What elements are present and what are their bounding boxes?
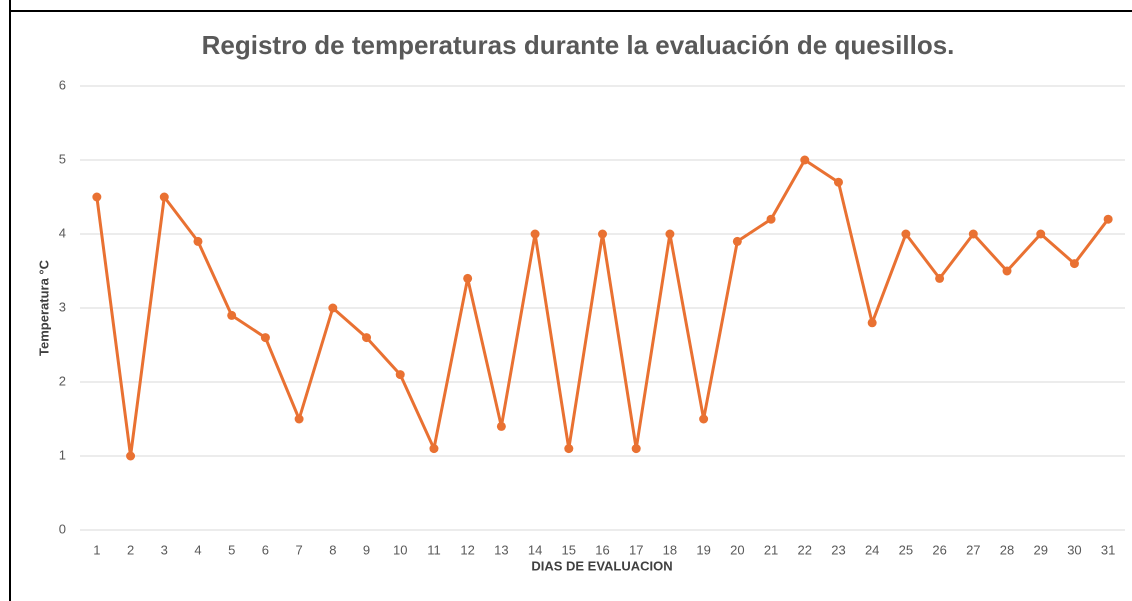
x-tick-label: 4 bbox=[194, 542, 201, 557]
y-tick-label: 6 bbox=[59, 77, 66, 92]
x-tick-label: 16 bbox=[595, 542, 609, 557]
x-tick-label: 11 bbox=[427, 542, 441, 557]
data-point bbox=[429, 444, 439, 454]
x-tick-label: 5 bbox=[228, 542, 235, 557]
data-point bbox=[530, 229, 540, 239]
y-axis-label: Temperatura °C bbox=[36, 259, 51, 356]
y-tick-label: 2 bbox=[59, 373, 66, 388]
x-tick-label: 30 bbox=[1067, 542, 1081, 557]
data-point bbox=[362, 333, 372, 343]
data-point bbox=[766, 214, 776, 224]
data-point bbox=[598, 229, 607, 239]
x-tick-label: 25 bbox=[899, 542, 913, 557]
x-tick-label: 26 bbox=[932, 542, 946, 557]
x-tick-label: 23 bbox=[831, 542, 845, 557]
y-tick-label: 4 bbox=[59, 225, 66, 240]
data-point bbox=[631, 444, 641, 454]
data-point bbox=[833, 177, 843, 187]
x-tick-label: 7 bbox=[295, 542, 302, 557]
y-tick-label: 3 bbox=[59, 299, 66, 314]
chart-title: Registro de temperaturas durante la eval… bbox=[202, 30, 955, 60]
data-point bbox=[800, 155, 810, 165]
data-point bbox=[395, 370, 405, 380]
data-point bbox=[126, 451, 136, 461]
x-tick-label: 13 bbox=[494, 542, 508, 557]
data-point bbox=[227, 310, 237, 320]
data-point bbox=[1036, 229, 1046, 239]
data-point bbox=[968, 229, 978, 239]
x-tick-label: 28 bbox=[1000, 542, 1014, 557]
data-point bbox=[699, 414, 709, 424]
x-tick-label: 29 bbox=[1033, 542, 1047, 557]
data-point bbox=[463, 273, 473, 283]
data-point bbox=[496, 421, 506, 431]
x-tick-label: 18 bbox=[663, 542, 677, 557]
x-tick-label: 19 bbox=[696, 542, 710, 557]
x-tick-label: 20 bbox=[730, 542, 744, 557]
x-axis-label: DIAS DE EVALUACION bbox=[531, 558, 672, 573]
y-tick-label: 5 bbox=[59, 151, 66, 166]
x-tick-label: 3 bbox=[161, 542, 168, 557]
data-point bbox=[935, 273, 945, 283]
y-tick-label: 0 bbox=[59, 521, 66, 536]
x-tick-label: 12 bbox=[460, 542, 474, 557]
x-tick-label: 17 bbox=[629, 542, 643, 557]
x-tick-label: 8 bbox=[329, 542, 336, 557]
x-tick-label: 10 bbox=[393, 542, 407, 557]
data-point bbox=[294, 414, 304, 424]
data-point bbox=[1002, 266, 1012, 276]
x-tick-label: 6 bbox=[262, 542, 269, 557]
data-point bbox=[193, 236, 203, 246]
x-tick-label: 14 bbox=[528, 542, 542, 557]
data-point bbox=[328, 303, 338, 313]
data-point bbox=[901, 229, 911, 239]
data-point bbox=[665, 229, 675, 239]
data-point bbox=[260, 333, 270, 343]
data-point bbox=[1069, 259, 1079, 269]
x-tick-label: 31 bbox=[1101, 542, 1115, 557]
x-tick-label: 15 bbox=[562, 542, 576, 557]
data-point bbox=[92, 192, 102, 202]
x-tick-label: 9 bbox=[363, 542, 370, 557]
x-tick-label: 22 bbox=[798, 542, 812, 557]
data-point bbox=[732, 236, 742, 246]
x-tick-label: 24 bbox=[865, 542, 879, 557]
x-tick-label: 1 bbox=[93, 542, 100, 557]
data-point bbox=[867, 318, 877, 328]
data-point bbox=[564, 444, 574, 454]
y-tick-label: 1 bbox=[59, 447, 66, 462]
data-point bbox=[1103, 214, 1113, 224]
data-point bbox=[159, 192, 169, 202]
x-tick-label: 27 bbox=[966, 542, 980, 557]
x-tick-label: 2 bbox=[127, 542, 134, 557]
x-tick-label: 21 bbox=[764, 542, 778, 557]
